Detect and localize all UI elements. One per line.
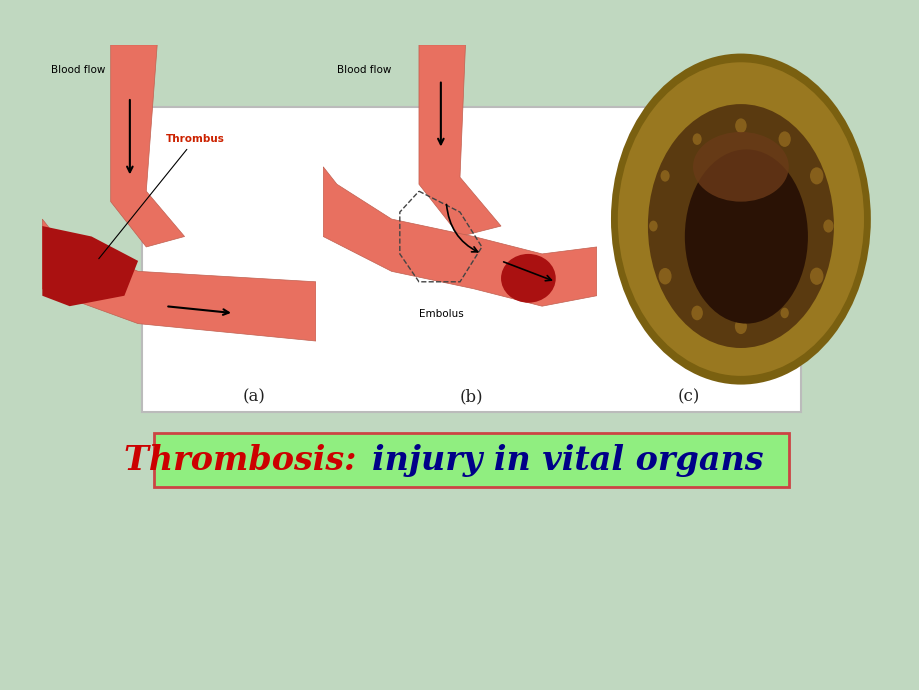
Ellipse shape <box>647 104 833 348</box>
Ellipse shape <box>809 268 823 285</box>
Text: (a): (a) <box>242 389 265 406</box>
Text: injury in vital organs: injury in vital organs <box>371 444 763 477</box>
Polygon shape <box>42 219 315 341</box>
Ellipse shape <box>658 268 671 284</box>
Text: Thrombosis: injury in vital organs: Thrombosis: injury in vital organs <box>153 444 789 477</box>
Text: Embolus: Embolus <box>418 308 463 319</box>
Ellipse shape <box>734 319 746 334</box>
Ellipse shape <box>649 221 657 231</box>
Polygon shape <box>418 45 501 237</box>
Polygon shape <box>323 167 596 306</box>
Text: (b): (b) <box>460 389 482 406</box>
Ellipse shape <box>691 306 702 320</box>
Ellipse shape <box>618 62 863 376</box>
Text: (c): (c) <box>677 389 699 406</box>
Ellipse shape <box>501 254 555 303</box>
Ellipse shape <box>734 119 746 133</box>
FancyBboxPatch shape <box>154 433 788 486</box>
Text: Thrombus: Thrombus <box>98 135 224 259</box>
Ellipse shape <box>692 133 701 145</box>
Ellipse shape <box>779 308 788 318</box>
Text: Blood flow: Blood flow <box>336 65 391 75</box>
Ellipse shape <box>823 219 833 233</box>
Text: Thrombosis:: Thrombosis: <box>124 444 368 477</box>
Polygon shape <box>110 45 185 247</box>
Polygon shape <box>42 226 138 306</box>
Ellipse shape <box>660 170 669 181</box>
FancyBboxPatch shape <box>142 107 800 412</box>
Text: Blood flow: Blood flow <box>51 65 105 75</box>
Ellipse shape <box>610 54 870 384</box>
Ellipse shape <box>809 168 823 184</box>
Ellipse shape <box>777 131 790 147</box>
Ellipse shape <box>684 149 807 324</box>
Ellipse shape <box>692 132 788 201</box>
